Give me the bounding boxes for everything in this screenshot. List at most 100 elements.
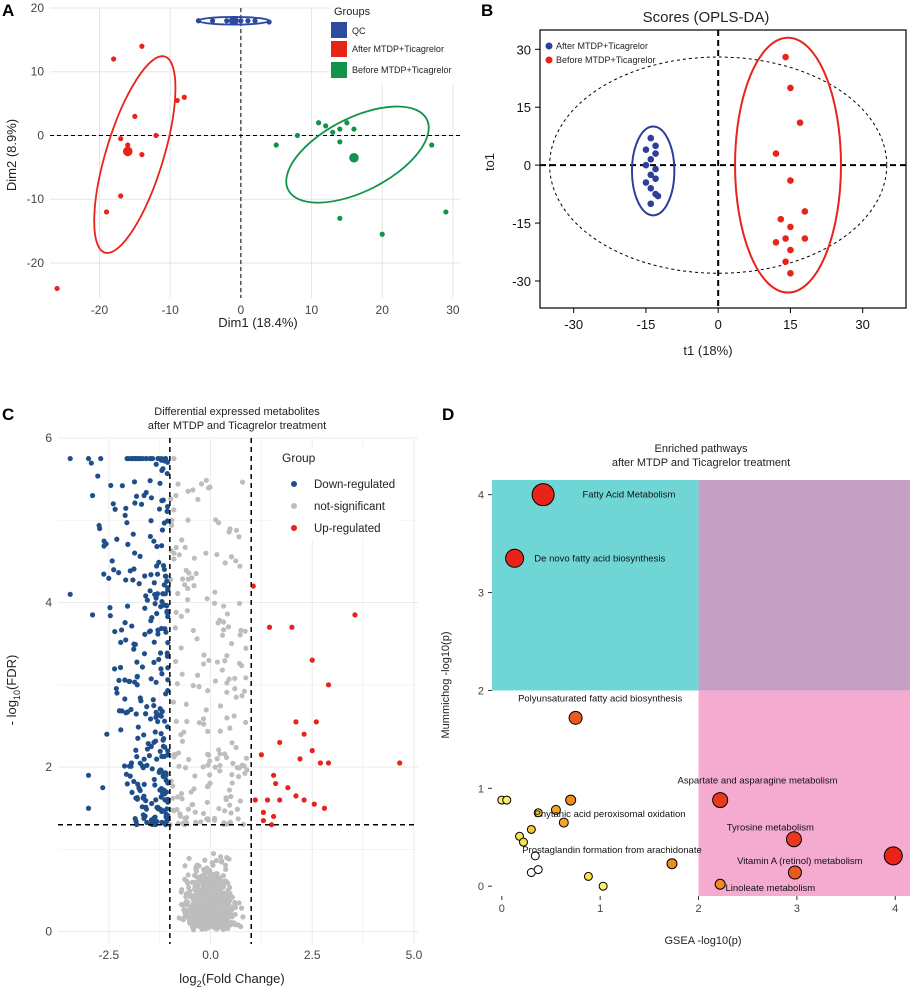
data-point: [149, 800, 155, 807]
data-point: [172, 658, 179, 665]
data-point: [154, 610, 160, 617]
data-point: [215, 896, 221, 902]
data-point: [170, 783, 176, 789]
data-point: [214, 892, 220, 899]
y-tick-label: -20: [27, 256, 45, 270]
data-point: [642, 179, 650, 186]
data-point: [183, 899, 189, 905]
data-point: [104, 731, 110, 737]
x-tick-label: 4: [892, 903, 898, 915]
pathway-point: [530, 851, 540, 861]
data-point: [151, 580, 157, 586]
data-point: [214, 870, 220, 877]
data-point: [230, 760, 236, 766]
data-point: [111, 666, 118, 672]
data-point: [235, 816, 241, 822]
data-point: [200, 764, 206, 770]
data-point: [223, 795, 229, 801]
legend-swatch-before: [331, 62, 347, 78]
x-tick-label: -20: [91, 303, 109, 317]
panel-d-xlabel: GSEA -log10(p): [664, 935, 741, 947]
data-point: [195, 496, 201, 503]
data-point: [294, 132, 301, 139]
data-point: [220, 603, 227, 609]
data-point: [162, 744, 168, 750]
data-point: [217, 768, 223, 774]
data-point: [180, 917, 186, 923]
data-point: [117, 664, 124, 671]
data-point: [200, 661, 207, 667]
data-point: [175, 794, 181, 800]
data-point: [200, 810, 207, 817]
data-point: [171, 808, 177, 814]
data-point: [185, 597, 191, 603]
data-point: [158, 666, 164, 672]
data-point: [134, 682, 140, 688]
data-point: [240, 914, 246, 920]
data-point: [217, 877, 223, 883]
data-point: [148, 572, 154, 578]
y-tick-label: 3: [478, 588, 484, 600]
data-point: [161, 736, 167, 742]
data-point: [301, 797, 307, 803]
data-point: [151, 538, 157, 544]
data-point: [122, 512, 128, 519]
data-point: [232, 899, 238, 906]
data-point: [153, 592, 160, 598]
data-point: [196, 910, 202, 916]
panel-label-a: A: [2, 1, 14, 20]
data-point: [316, 120, 322, 126]
data-point: [196, 684, 202, 690]
panel-a-pca: -20 -10 0 10 20 30 -20 -10 0 10 20 Dim1 (18.4%) Di…: [4, 1, 460, 330]
data-point: [149, 615, 155, 621]
data-point: [141, 815, 147, 822]
data-point: [224, 715, 230, 721]
data-point: [123, 637, 129, 643]
data-point: [273, 780, 279, 787]
data-point: [130, 455, 137, 462]
data-point: [225, 624, 232, 630]
x-tick-label: -10: [162, 303, 180, 317]
x-tick-label: 15: [783, 317, 797, 332]
data-point: [217, 762, 223, 769]
data-point: [170, 795, 176, 801]
data-point: [182, 863, 188, 869]
data-point: [214, 551, 220, 558]
data-point: [209, 922, 215, 928]
data-point: [225, 887, 231, 893]
group-ellipse: [734, 36, 842, 294]
data-point: [215, 902, 221, 908]
data-point: [222, 862, 229, 868]
data-point: [782, 258, 789, 265]
data-point: [207, 772, 213, 778]
data-point: [85, 455, 92, 462]
data-point: [152, 729, 158, 735]
data-point: [223, 891, 229, 898]
pathway-point: [550, 804, 561, 815]
data-point: [130, 531, 136, 537]
x-tick-label: -30: [564, 317, 583, 332]
data-point: [173, 718, 179, 724]
data-point: [136, 455, 142, 462]
data-point: [171, 556, 177, 562]
data-point: [153, 461, 159, 467]
data-point: [144, 819, 150, 826]
data-point: [142, 631, 148, 637]
data-point: [178, 645, 184, 651]
data-point: [184, 913, 190, 919]
data-point: [148, 743, 154, 750]
data-point: [772, 150, 780, 157]
data-point: [202, 869, 208, 875]
pathway-label: Vitamin A (retinol) metabolism: [737, 856, 863, 867]
data-point: [234, 806, 240, 812]
data-point: [179, 671, 185, 677]
legend-dot-up: [291, 525, 297, 531]
group-centroid: [228, 15, 239, 26]
data-point: [214, 659, 221, 665]
data-point: [175, 481, 181, 487]
data-point: [311, 801, 317, 807]
data-point: [237, 798, 243, 804]
data-point: [147, 716, 154, 722]
y-tick-label: 2: [478, 685, 484, 697]
data-point: [237, 632, 243, 638]
